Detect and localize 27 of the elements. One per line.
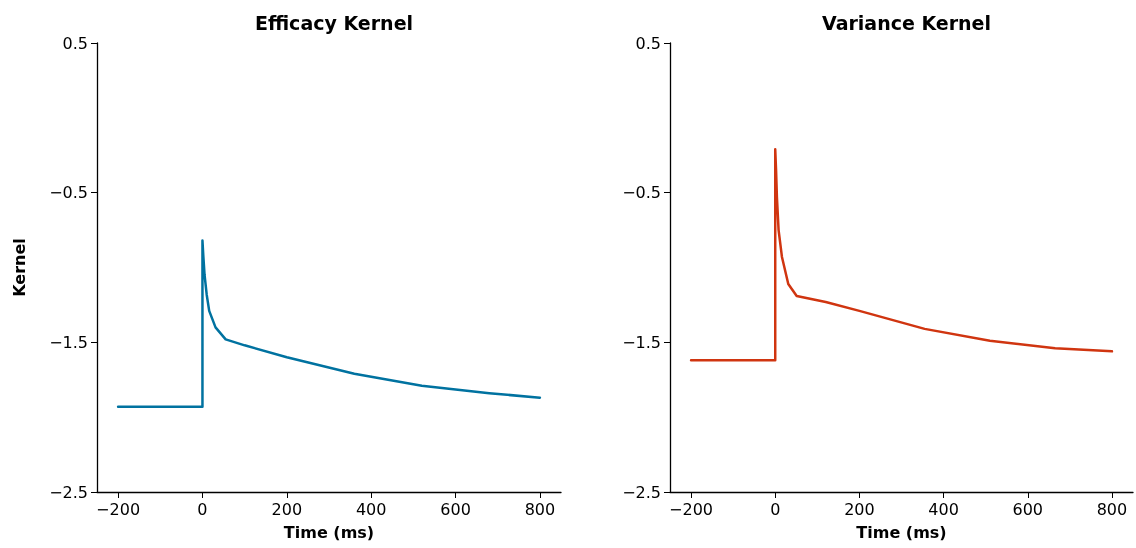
x-tick-label: 600	[1012, 499, 1044, 519]
x-axis-title: Time (ms)	[856, 522, 947, 542]
x-tick-label: 200	[271, 499, 303, 519]
x-tick-label: 400	[928, 499, 959, 519]
y-tick-label: −0.5	[622, 183, 661, 203]
x-tick-label: 0	[197, 499, 208, 519]
x-axis-title: Time (ms)	[283, 522, 375, 542]
x-tick-label: 800	[524, 499, 556, 519]
x-tick-label: 600	[440, 499, 471, 519]
chart-title: Efficacy Kernel	[254, 11, 414, 34]
y-axis-title: Kernel	[9, 238, 29, 297]
x-tick-label: 400	[355, 499, 387, 519]
y-tick-label: −1.5	[622, 332, 661, 352]
x-tick-label: 200	[844, 499, 875, 519]
y-tick-label: −0.5	[49, 183, 88, 203]
y-tick-label: −2.5	[49, 482, 88, 502]
x-tick-label: 0	[770, 499, 781, 519]
x-tick-label: −200	[669, 499, 714, 519]
line-series	[116, 239, 542, 408]
x-tick-label: 800	[1096, 499, 1128, 519]
y-tick-label: −1.5	[49, 332, 88, 352]
x-tick-label: −200	[96, 499, 141, 519]
y-tick-label: −2.5	[622, 482, 661, 502]
y-tick-label: 0.5	[635, 33, 661, 53]
chart-title: Variance Kernel	[821, 11, 992, 34]
line-series	[689, 148, 1114, 362]
y-tick-label: 0.5	[62, 33, 88, 53]
